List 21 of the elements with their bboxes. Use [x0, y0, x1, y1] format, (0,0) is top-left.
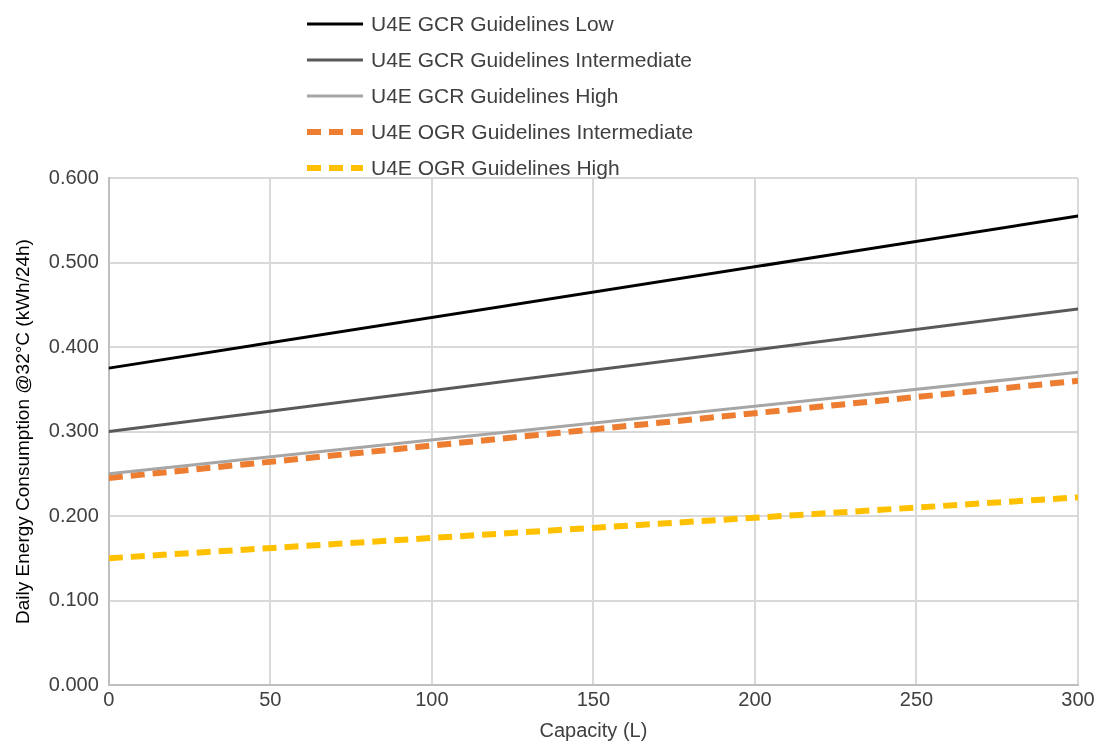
y-tick-label: 0.200 — [48, 503, 99, 526]
x-tick-label: 50 — [259, 687, 282, 710]
x-tick-label: 250 — [899, 687, 934, 710]
x-tick-label: 300 — [1061, 687, 1095, 710]
y-tick-label: 0.600 — [48, 165, 99, 188]
y-tick-label: 0.500 — [48, 250, 99, 273]
legend-label: U4E GCR Guidelines Low — [371, 12, 614, 36]
y-tick-label: 0.100 — [48, 588, 99, 611]
y-tick-label: 0.300 — [48, 419, 99, 442]
legend-label: U4E OGR Guidelines Intermediate — [371, 120, 694, 144]
x-tick-label: 100 — [415, 687, 449, 710]
y-axis-title: Daily Energy Consumption @32°C (kWh/24h) — [11, 239, 33, 624]
y-tick-label: 0.000 — [48, 672, 99, 695]
x-tick-label: 200 — [738, 687, 772, 710]
x-tick-label: 0 — [103, 687, 115, 710]
x-axis-title: Capacity (L) — [539, 718, 648, 741]
legend-label: U4E GCR Guidelines High — [371, 84, 619, 108]
y-tick-label: 0.400 — [48, 334, 99, 357]
legend-label: U4E OGR Guidelines High — [371, 156, 620, 180]
legend-label: U4E GCR Guidelines Intermediate — [371, 48, 692, 72]
x-tick-label: 150 — [576, 687, 611, 710]
